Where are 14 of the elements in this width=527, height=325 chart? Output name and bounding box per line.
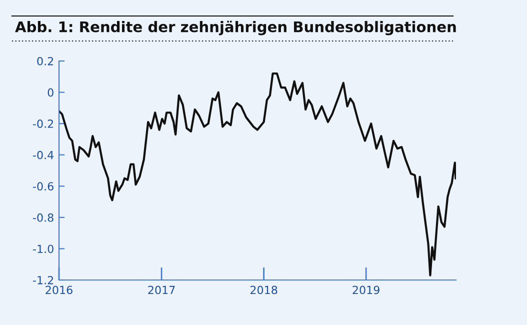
y-tick-label: -0.2 [33,120,54,128]
y-tick-label: -0.8 [33,213,54,222]
y-tick-label: 0.2 [37,56,54,66]
chart-title: Abb. 1: Rendite der zehnjährigen Bundesobligationen [15,20,456,36]
y-tick-label: -0.6 [33,182,54,191]
x-tick-label: 2017 [148,286,175,294]
x-tick-label: 2016 [46,286,72,294]
x-tick-label: 2019 [352,286,380,294]
x-tick-label: 2018 [250,286,278,294]
line-series [59,72,456,276]
y-tick-label: -0.4 [33,150,54,160]
y-tick-label: -1.2 [33,276,54,284]
y-tick-label: -1.0 [33,244,54,254]
y-tick-label: 0 [48,88,54,97]
